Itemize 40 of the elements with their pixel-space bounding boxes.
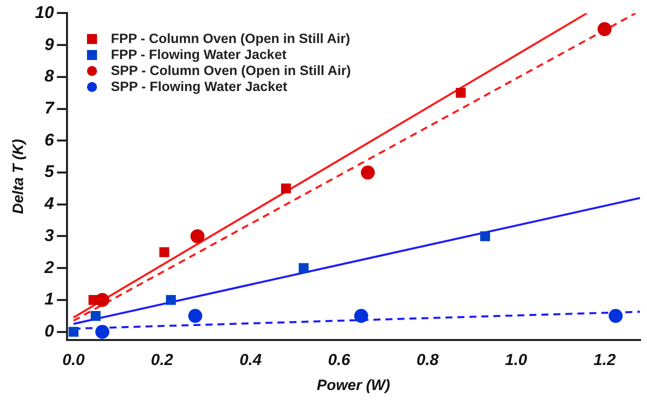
point (88, 295, 98, 305)
y-tick-label: 1 (44, 290, 54, 309)
point (188, 308, 202, 323)
point (190, 229, 204, 244)
y-tick-label: 7 (44, 98, 56, 118)
x-tick-label: 1.2 (593, 352, 616, 369)
x-tick-label: 0.2 (150, 352, 174, 369)
point (281, 184, 291, 194)
point (298, 263, 309, 274)
point (480, 231, 490, 242)
x-tick-label: 0.0 (62, 352, 85, 369)
y-tick-label: 10 (34, 2, 54, 22)
legend-label: FPP - Column Oven (Open in Still Air) (110, 31, 350, 48)
legend-label: SPP - Column Oven (Open in Still Air) (110, 63, 351, 80)
y-axis-title: Delta T (K) (10, 138, 28, 214)
point (360, 166, 375, 180)
y-tick-label: 6 (44, 130, 54, 150)
point (68, 326, 78, 337)
y-tick-label: 2 (43, 258, 54, 277)
point (456, 88, 466, 98)
y-tick-label: 9 (44, 34, 54, 54)
x-tick-label: 0.4 (239, 352, 262, 369)
point (95, 324, 110, 339)
y-tick-label: 3 (44, 226, 54, 245)
y-tick-label: 4 (43, 194, 54, 214)
point (166, 295, 176, 305)
legend-label: FPP - Flowing Water Jacket (110, 47, 286, 64)
x-tick-label: 0.6 (328, 352, 350, 369)
y-tick-label: 8 (44, 66, 54, 86)
x-tick-label: 0.8 (416, 352, 439, 369)
y-tick-label: 5 (44, 162, 54, 182)
point (608, 308, 623, 323)
x-tick-label: 1.0 (504, 352, 528, 369)
legend-label: SPP - Flowing Water Jacket (110, 79, 288, 96)
point (598, 22, 612, 36)
x-axis-title: Power (W) (316, 377, 390, 394)
point (90, 310, 101, 321)
y-tick-label: 0 (44, 322, 54, 341)
point (159, 247, 170, 258)
point (354, 308, 368, 323)
